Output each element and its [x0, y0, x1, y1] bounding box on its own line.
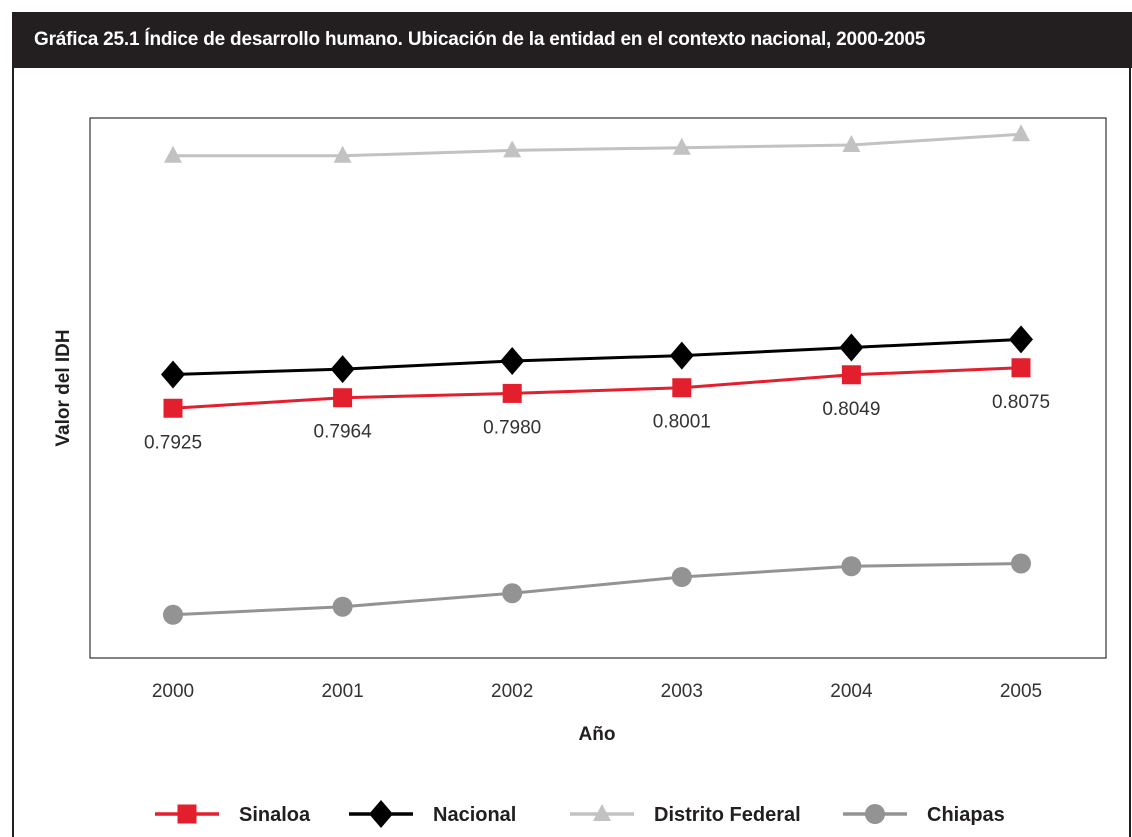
legend-item-sinaloa: Sinaloa [155, 804, 311, 826]
legend-label: Chiapas [927, 804, 1005, 826]
plot-area [89, 117, 1107, 659]
distrito-federal-point [164, 145, 182, 163]
distrito-federal-point [842, 135, 861, 152]
chiapas-point [502, 583, 523, 604]
series-chiapas [163, 553, 1031, 625]
data-label: 0.8049 [822, 399, 880, 420]
nacional-point [669, 341, 694, 370]
series-sinaloa [163, 358, 1031, 418]
series-layer [161, 124, 1033, 625]
frame-right-border [1129, 68, 1131, 837]
legend-label: Nacional [433, 804, 516, 826]
legend-item-distrito-federal: Distrito Federal [570, 804, 801, 826]
nacional-point [161, 360, 185, 389]
chiapas-point [1011, 553, 1031, 574]
x-tick-labels: 2000 2001 2002 2003 2004 2005 [152, 681, 1042, 702]
frame-left-border [12, 68, 14, 837]
series-distrito-federal [164, 124, 1030, 163]
legend: Sinaloa Nacional Distrito Federal Chiapas [155, 800, 1005, 828]
data-label: 0.7964 [314, 422, 373, 443]
chiapas-point [332, 596, 353, 617]
sinaloa-point [333, 388, 353, 408]
chiapas-line [172, 562, 1022, 617]
x-tick-label: 2002 [491, 681, 533, 702]
data-label: 0.8075 [992, 392, 1050, 413]
chiapas-point [163, 604, 183, 625]
sinaloa-point [672, 378, 692, 398]
sinaloa-line [172, 366, 1022, 410]
x-axis-title: Año [579, 724, 616, 745]
legend-swatch-marker [865, 804, 885, 824]
sinaloa-point [163, 398, 183, 418]
sinaloa-point [1011, 358, 1031, 378]
nacional-point [1009, 325, 1033, 354]
legend-swatch-marker [177, 804, 197, 824]
chiapas-point [671, 567, 692, 587]
distrito-federal-point [503, 140, 522, 158]
x-tick-label: 2000 [152, 681, 194, 702]
chiapas-point [841, 556, 862, 577]
nacional-point [839, 333, 864, 362]
legend-label: Distrito Federal [654, 804, 801, 826]
nacional-point [500, 347, 525, 375]
legend-label: Sinaloa [239, 804, 311, 826]
x-tick-label: 2004 [830, 681, 873, 702]
nacional-line [172, 337, 1022, 376]
data-label: 0.8001 [653, 412, 711, 433]
x-tick-label: 2001 [321, 681, 363, 702]
distrito-federal-point [1012, 124, 1030, 142]
x-tick-label: 2005 [1000, 681, 1042, 702]
data-labels: 0.7925 0.7964 0.7980 0.8001 0.8049 0.8075 [144, 392, 1050, 454]
x-tick-label: 2003 [661, 681, 703, 702]
distrito-federal-point [333, 145, 352, 163]
series-nacional [161, 325, 1033, 389]
y-axis-title: Valor del IDH [53, 329, 74, 446]
distrito-federal-point [672, 137, 691, 155]
nacional-point [330, 355, 355, 384]
distrito-federal-line [173, 132, 1022, 158]
data-label: 0.7925 [144, 432, 202, 453]
chart-title: Gráfica 25.1 Índice de desarrollo humano… [12, 12, 1132, 68]
data-label: 0.7980 [483, 417, 541, 438]
legend-swatch-marker [593, 804, 611, 821]
sinaloa-point [502, 383, 522, 403]
legend-item-nacional: Nacional [349, 800, 516, 828]
legend-item-chiapas: Chiapas [843, 804, 1005, 826]
sinaloa-point [841, 365, 861, 385]
legend-swatch-marker [369, 800, 393, 828]
